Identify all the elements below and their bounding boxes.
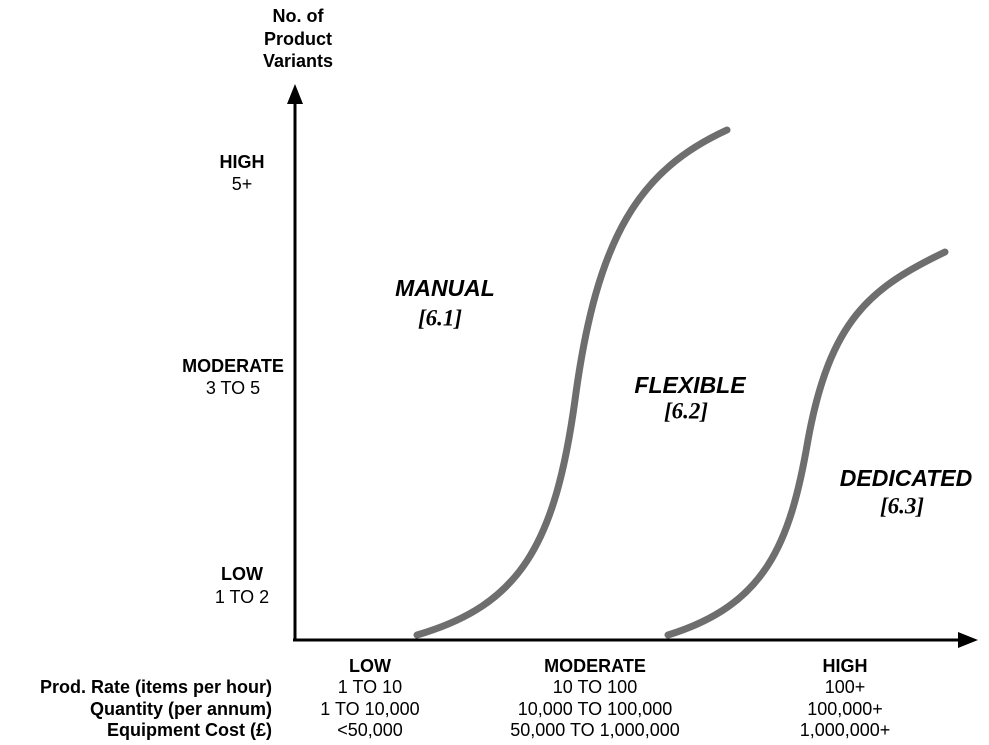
region-ref: [6.2] xyxy=(664,398,708,423)
y-title: No. of xyxy=(273,6,325,26)
region-ref: [6.1] xyxy=(418,305,462,330)
x-value: 1,000,000+ xyxy=(800,720,891,740)
x-value: 1 TO 10,000 xyxy=(320,699,419,719)
boundary-curve xyxy=(413,126,731,639)
x-value: 10 TO 100 xyxy=(553,677,637,697)
boundary-curve xyxy=(664,248,949,639)
y-title: Variants xyxy=(263,51,333,71)
y-title: Product xyxy=(264,29,332,49)
x-value: 100,000+ xyxy=(807,699,883,719)
row-label: Equipment Cost (£) xyxy=(107,720,272,740)
y-arrow xyxy=(287,84,303,104)
row-label: Quantity (per annum) xyxy=(90,699,272,719)
y-range: 1 TO 2 xyxy=(215,587,269,607)
x-value: <50,000 xyxy=(337,720,403,740)
row-label: Prod. Rate (items per hour) xyxy=(40,677,272,697)
y-range: 3 TO 5 xyxy=(206,378,260,398)
y-level: LOW xyxy=(221,564,263,584)
x-level: LOW xyxy=(349,656,391,676)
region-name: FLEXIBLE xyxy=(634,372,746,398)
x-arrow xyxy=(958,632,978,648)
x-value: 100+ xyxy=(825,677,866,697)
region-ref: [6.3] xyxy=(880,493,924,518)
y-level: MODERATE xyxy=(182,356,284,376)
y-level: HIGH xyxy=(220,152,265,172)
region-name: MANUAL xyxy=(395,275,495,301)
region-name: DEDICATED xyxy=(840,465,972,491)
x-value: 10,000 TO 100,000 xyxy=(518,699,672,719)
y-range: 5+ xyxy=(232,174,253,194)
x-level: MODERATE xyxy=(544,656,646,676)
x-level: HIGH xyxy=(823,656,868,676)
x-value: 50,000 TO 1,000,000 xyxy=(510,720,679,740)
x-value: 1 TO 10 xyxy=(338,677,402,697)
